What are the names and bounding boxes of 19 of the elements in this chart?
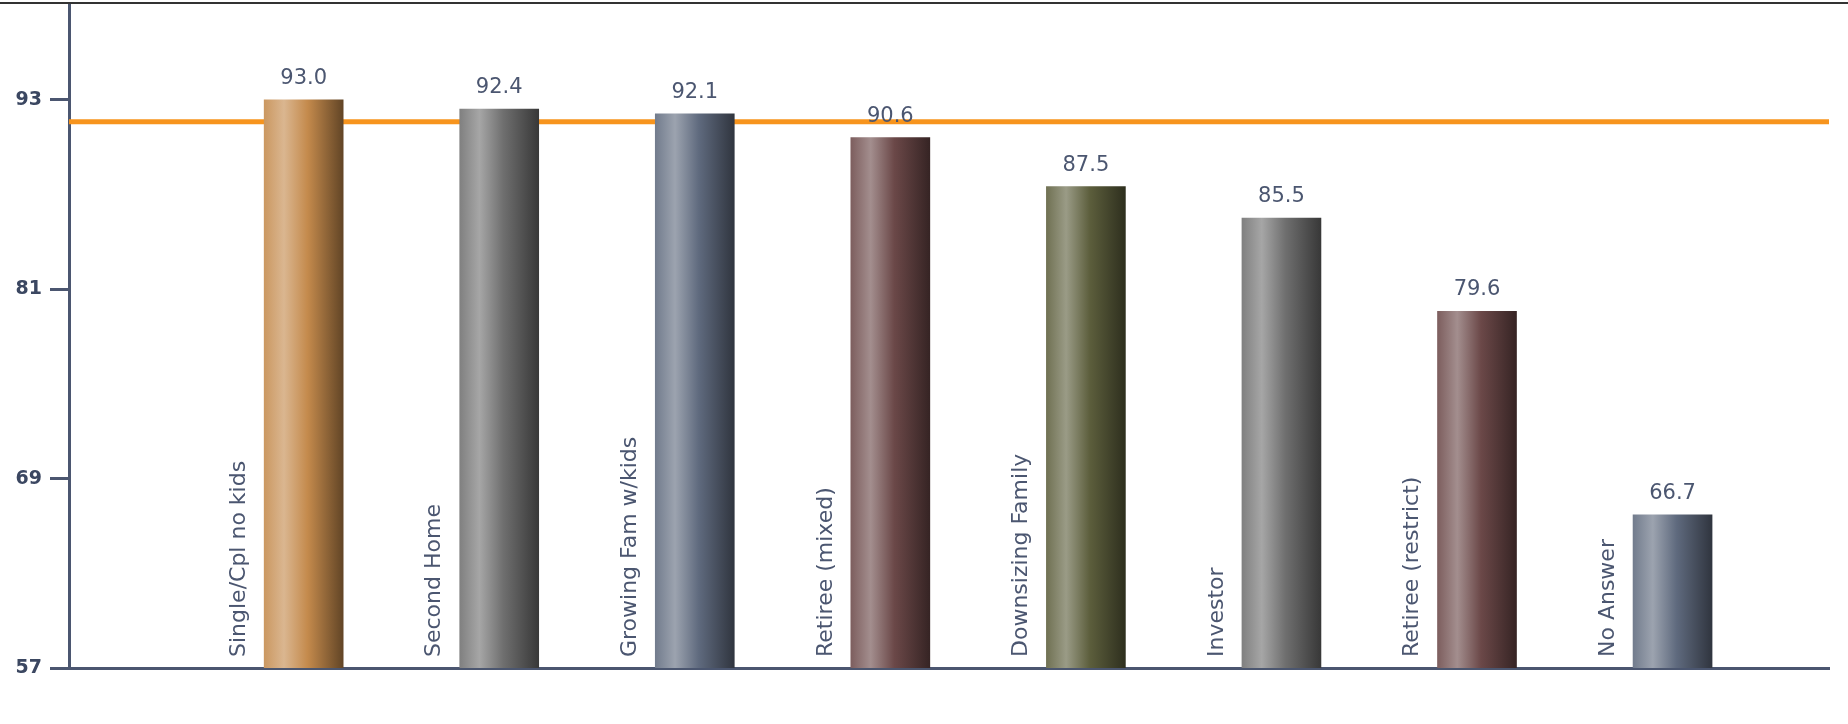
data-label: 87.5 [1062, 151, 1110, 176]
y-tick-label: 81 [15, 276, 42, 299]
data-label: 92.4 [475, 74, 523, 99]
x-tick-label: Downsizing Family [1007, 453, 1033, 657]
data-label: 85.5 [1258, 183, 1305, 208]
x-tick-label: No Answer [1593, 538, 1619, 657]
data-label: 92.1 [671, 78, 719, 103]
x-tick-label: Growing Fam w/kids [616, 436, 641, 657]
data-label: 93.0 [280, 64, 328, 89]
x-tick-label: Second Home [420, 504, 446, 657]
data-label: 66.7 [1649, 479, 1696, 504]
x-tick-label: Single/Cpl no kids [224, 460, 250, 657]
x-tick-label: Retiree (mixed) [811, 487, 837, 657]
y-tick-label: 69 [15, 465, 42, 488]
y-tick-label: 93 [15, 86, 42, 109]
x-tick-label: Investor [1202, 566, 1228, 657]
y-tick-label: 57 [15, 654, 42, 677]
data-label: 79.6 [1453, 276, 1501, 301]
x-tick-label: Retiree (restrict) [1398, 476, 1424, 657]
